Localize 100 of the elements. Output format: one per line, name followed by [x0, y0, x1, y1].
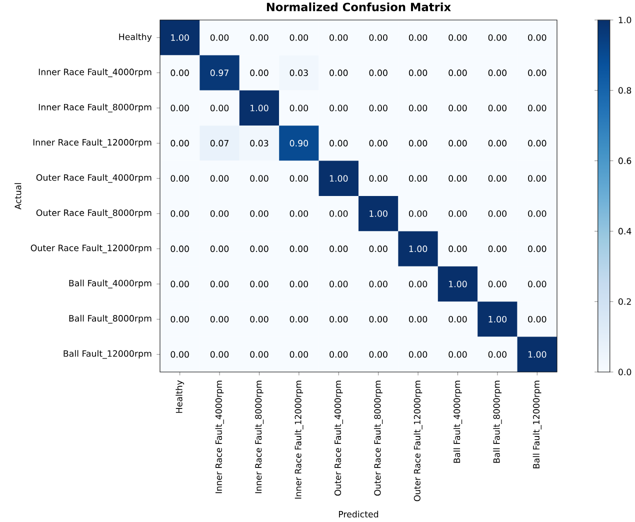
data-label: 0.00 — [488, 351, 507, 358]
data-label: 0.00 — [250, 70, 268, 76]
x-tick-label: Healthy — [176, 380, 184, 413]
data-label: 0.00 — [330, 351, 348, 358]
data-label: 0.00 — [210, 104, 229, 112]
data-label: 0.00 — [488, 280, 507, 288]
data-label: 0.00 — [250, 175, 268, 182]
data-label: 0.00 — [448, 316, 467, 322]
data-label: 0.00 — [330, 316, 348, 322]
color-bar-label: 0.8 — [618, 87, 632, 94]
color-bar-label: 0.6 — [618, 158, 632, 164]
data-label: 0.00 — [330, 104, 348, 112]
color-bar-label: 0.4 — [618, 228, 632, 234]
color-bar-label: 0.0 — [618, 368, 632, 376]
y-tick-label: Inner Race Fault_4000rpm — [38, 68, 152, 78]
data-label: 0.00 — [448, 140, 467, 146]
data-label: 0.00 — [369, 70, 388, 76]
data-label: 0.00 — [210, 210, 229, 217]
color-bar-label: 1.0 — [618, 16, 632, 24]
data-label: 1.00 — [409, 246, 428, 252]
x-tick-label: Inner Race Fault_4000rpm — [215, 380, 224, 494]
y-tick-label: Ball Fault_8000rpm — [69, 314, 152, 324]
y-tick-label: Inner Race Fault_8000rpm — [38, 104, 152, 112]
data-label: 1.00 — [330, 175, 348, 182]
data-label: 0.00 — [408, 175, 428, 182]
data-label: 0.00 — [210, 351, 229, 358]
data-label: 0.00 — [448, 246, 467, 252]
x-axis-title: Predicted — [339, 510, 378, 518]
data-label: 0.00 — [369, 104, 388, 112]
data-label: 0.00 — [290, 246, 308, 252]
x-tick-label: Outer Race Fault_12000rpm — [414, 380, 422, 502]
data-label: 0.00 — [488, 104, 507, 112]
x-tick-label: Inner Race Fault_12000rpm — [294, 380, 304, 499]
data-label: 0.00 — [528, 70, 546, 76]
data-label: 0.00 — [170, 210, 189, 217]
data-label: 0.00 — [488, 246, 507, 252]
data-label: 1.00 — [449, 280, 467, 288]
data-label: 0.00 — [330, 280, 348, 288]
data-label: 0.00 — [290, 104, 308, 112]
data-label: 0.03 — [250, 140, 268, 146]
data-label: 0.00 — [528, 175, 546, 182]
data-label: 0.00 — [408, 351, 428, 358]
x-tick-label: Outer Race Fault_8000rpm — [374, 380, 383, 496]
data-label: 0.00 — [210, 280, 229, 288]
data-label: 0.00 — [488, 70, 507, 76]
x-tick-label: Outer Race Fault_4000rpm — [334, 380, 343, 496]
data-label: 0.00 — [170, 351, 189, 358]
data-label: 0.00 — [488, 34, 507, 41]
y-tick-label: Ball Fault_12000rpm — [64, 350, 152, 359]
y-tick-label: Outer Race Fault_4000rpm — [36, 174, 152, 183]
data-label: 0.00 — [488, 140, 507, 146]
data-label: 0.00 — [448, 175, 467, 182]
data-label: 0.00 — [488, 175, 507, 182]
data-label: 0.00 — [369, 175, 388, 182]
data-label: 0.00 — [170, 70, 189, 76]
data-label: 0.00 — [290, 280, 308, 288]
y-tick-label: Outer Race Fault_8000rpm — [36, 209, 152, 218]
data-label: 0.00 — [250, 351, 268, 358]
data-label: 0.00 — [528, 140, 546, 146]
y-axis-title: Actual — [14, 183, 22, 210]
data-label: 1.00 — [250, 104, 268, 112]
data-label: 1.00 — [488, 316, 507, 322]
data-label: 0.00 — [528, 210, 546, 217]
data-label: 0.00 — [448, 104, 467, 112]
data-label: 0.00 — [448, 70, 467, 76]
data-label: 0.00 — [528, 280, 546, 288]
data-label: 0.00 — [170, 246, 189, 252]
data-label: 0.00 — [528, 104, 546, 112]
data-label: 0.00 — [408, 280, 428, 288]
y-tick-label: Healthy — [119, 33, 152, 42]
data-label: 0.00 — [448, 210, 467, 217]
data-label: 0.00 — [408, 140, 428, 146]
data-label: 0.00 — [369, 246, 388, 252]
data-label: 0.00 — [330, 140, 348, 146]
data-label: 0.00 — [528, 34, 546, 41]
data-label: 0.97 — [210, 70, 228, 76]
data-label: 0.00 — [408, 316, 428, 322]
chart-title: Normalized Confusion Matrix — [266, 2, 451, 12]
data-label: 0.00 — [330, 246, 348, 252]
data-label: 0.00 — [170, 280, 189, 288]
data-label: 0.00 — [369, 351, 388, 358]
data-label: 0.00 — [250, 210, 268, 217]
x-tick-label: Ball Fault_12000rpm — [532, 380, 542, 468]
data-label: 0.03 — [290, 70, 308, 76]
data-label: 0.00 — [210, 175, 229, 182]
data-label: 0.00 — [330, 70, 348, 76]
data-label: 0.00 — [369, 34, 388, 41]
data-label: 0.00 — [528, 246, 546, 252]
data-label: 0.00 — [170, 316, 189, 322]
data-label: 0.00 — [528, 316, 546, 322]
data-label: 0.00 — [250, 34, 268, 41]
data-label: 0.00 — [210, 246, 229, 252]
x-tick-label: Inner Race Fault_8000rpm — [254, 380, 264, 494]
data-label: 0.00 — [369, 316, 388, 322]
data-label: 0.00 — [250, 246, 268, 252]
data-label: 0.00 — [170, 175, 189, 182]
data-label: 0.00 — [408, 210, 428, 217]
data-label: 0.00 — [408, 70, 428, 76]
data-label: 1.00 — [370, 210, 388, 217]
data-label: 0.00 — [250, 280, 268, 288]
